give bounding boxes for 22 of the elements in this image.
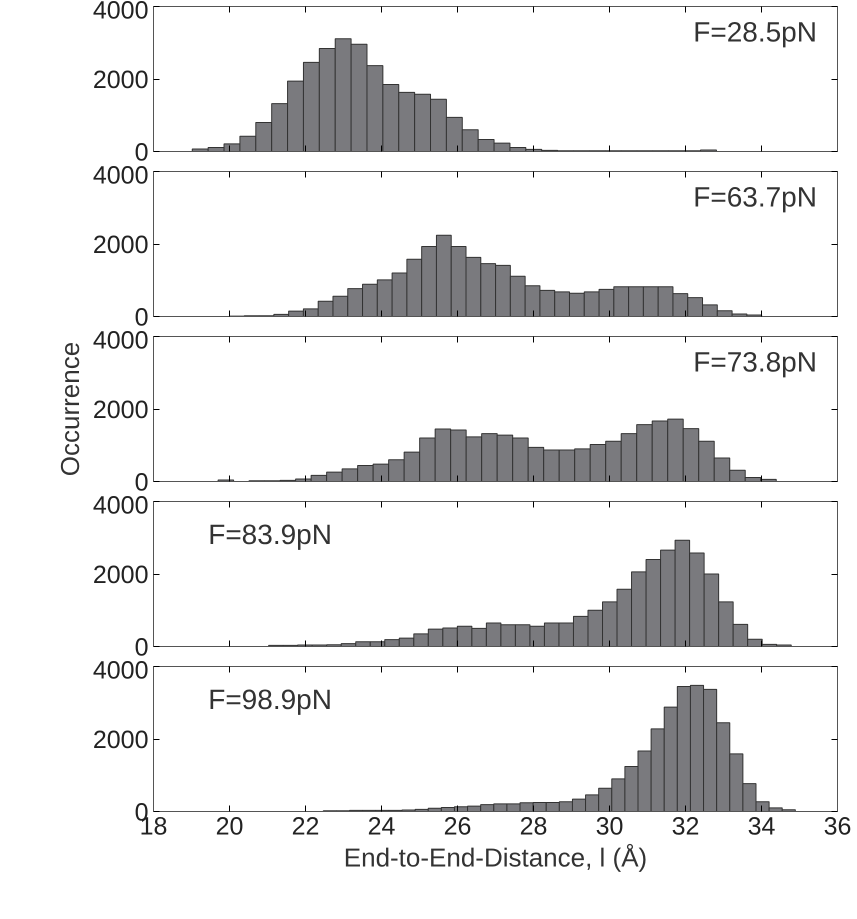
y-tick-label: 2000 xyxy=(92,66,149,94)
annotation: F=63.7pN xyxy=(693,182,817,213)
y-tick-label: 2000 xyxy=(92,396,149,424)
y-tick-label: 4000 xyxy=(92,0,149,24)
x-tick-label: 32 xyxy=(672,812,700,840)
x-tick-label: 34 xyxy=(748,812,776,840)
x-axis-title: End-to-End-Distance, l (Å) xyxy=(344,842,648,872)
x-tick-label: 20 xyxy=(216,812,244,840)
x-tick-label: 28 xyxy=(520,812,548,840)
annotation: F=98.9pN xyxy=(208,684,332,715)
x-tick-label: 30 xyxy=(596,812,624,840)
y-tick-label: 2000 xyxy=(92,726,149,754)
annotation: F=73.8pN xyxy=(693,346,817,378)
y-tick-label: 2000 xyxy=(92,561,149,589)
annotation: F=83.9pN xyxy=(208,518,332,550)
x-tick-label: 26 xyxy=(444,812,472,840)
x-tick-label: 36 xyxy=(824,812,852,840)
y-tick-label: 2000 xyxy=(92,231,149,259)
x-tick-label: 22 xyxy=(292,812,320,840)
x-tick-label: 24 xyxy=(368,812,396,840)
y-axis-title: Occurrence xyxy=(54,342,85,476)
annotation: F=28.5pN xyxy=(693,16,817,48)
